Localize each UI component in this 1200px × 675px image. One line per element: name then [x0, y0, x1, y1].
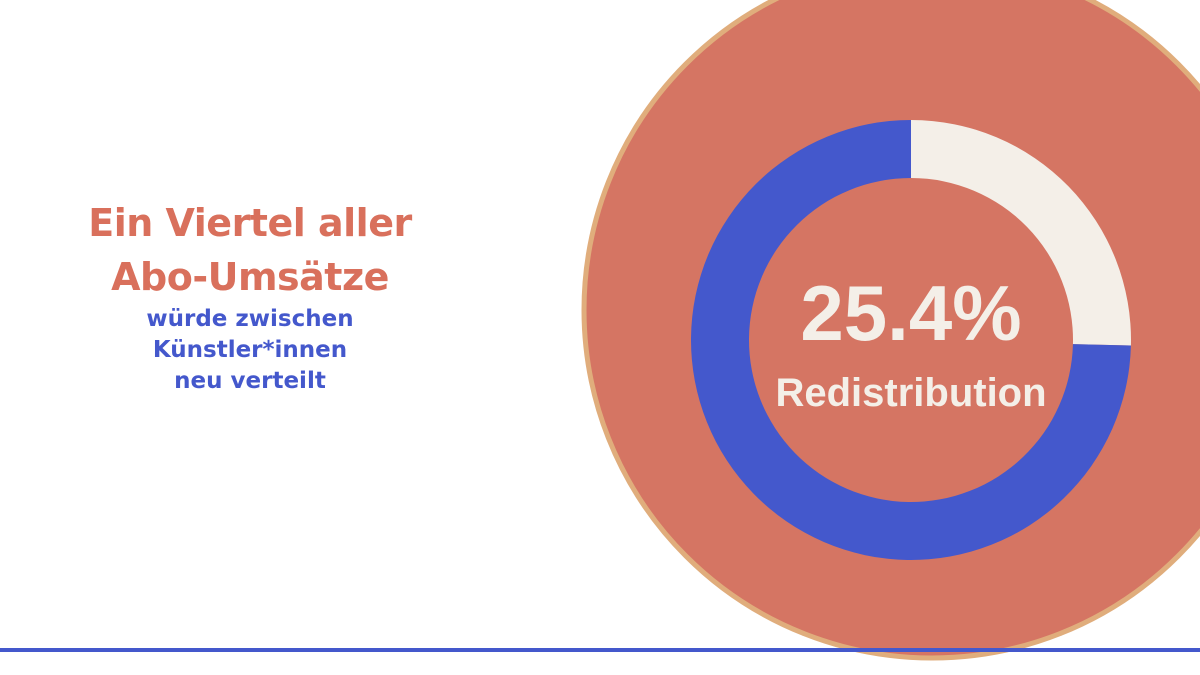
- bottom-rule: [0, 648, 1200, 652]
- center-value: 25.4%: [800, 269, 1021, 357]
- center-label: Redistribution: [775, 371, 1046, 415]
- subline-1: würde zwischen: [146, 306, 354, 332]
- headline-line-1: Ein Viertel aller: [88, 201, 412, 245]
- donut-ring: [690, 120, 1131, 561]
- subline-3: neu verteilt: [174, 368, 326, 394]
- headline-block: Ein Viertel aller Abo-Umsätze würde zwis…: [40, 196, 460, 397]
- subline-2: Künstler*innen: [152, 337, 348, 363]
- donut-slice-0: [911, 120, 1131, 346]
- headline-line-2: Abo-Umsätze: [111, 255, 389, 299]
